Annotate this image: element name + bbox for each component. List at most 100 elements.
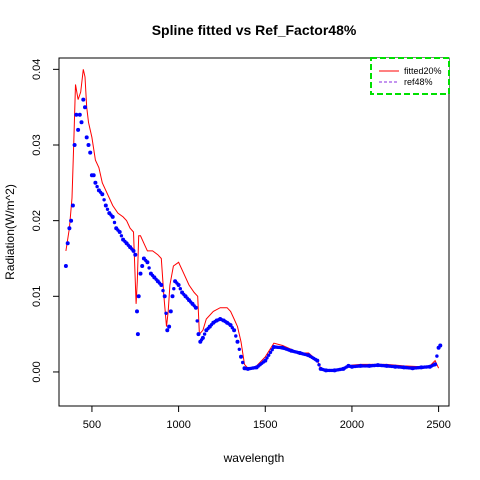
data-point <box>69 218 74 223</box>
data-point <box>162 294 167 299</box>
data-point <box>138 271 143 276</box>
data-point <box>136 294 141 299</box>
data-point-trace <box>241 360 245 365</box>
data-point-trace <box>237 347 241 351</box>
x-tick-label: 500 <box>83 419 101 431</box>
x-tick-label: 2500 <box>426 419 450 431</box>
y-tick-label: 0.04 <box>31 59 43 80</box>
data-point-trace <box>365 364 370 368</box>
data-point <box>88 150 93 155</box>
data-point-trace <box>383 364 387 368</box>
y-tick-label: 0.00 <box>31 361 43 382</box>
data-point-trace <box>253 366 257 370</box>
data-point <box>72 143 77 147</box>
data-point-trace <box>185 296 189 300</box>
data-point <box>81 97 86 102</box>
data-point-trace <box>374 363 378 367</box>
data-point <box>76 127 81 132</box>
data-point-trace <box>426 365 430 369</box>
data-point <box>133 252 138 257</box>
data-point <box>103 203 108 208</box>
chart-title: Spline fitted vs Ref_Factor48% <box>152 22 357 38</box>
data-point <box>83 105 87 110</box>
data-point <box>91 173 96 178</box>
data-point <box>79 120 84 125</box>
legend-box <box>370 57 450 95</box>
data-point-trace <box>172 287 176 291</box>
data-point-trace <box>268 350 273 355</box>
data-point-trace <box>147 266 151 270</box>
data-point-trace <box>98 190 103 194</box>
data-point <box>74 112 79 117</box>
data-point-trace <box>175 281 179 285</box>
data-point-trace <box>95 184 99 189</box>
data-point <box>77 112 82 117</box>
data-point-trace <box>296 350 300 355</box>
x-tick-label: 1000 <box>166 419 190 431</box>
data-point-trace <box>109 213 113 217</box>
y-tick-label: 0.02 <box>31 210 43 231</box>
data-point-trace <box>391 364 396 369</box>
data-point-trace <box>112 220 117 225</box>
data-point-trace <box>227 322 231 326</box>
data-point-trace <box>105 207 110 211</box>
data-point-trace <box>267 353 271 357</box>
data-point-trace <box>409 366 413 370</box>
data-point <box>235 339 240 344</box>
x-axis: 500 1000 1500 2000 2500 <box>83 406 451 431</box>
data-point <box>70 203 75 208</box>
data-point-trace <box>431 363 436 367</box>
data-point-trace <box>102 198 106 202</box>
data-point-trace <box>202 332 207 336</box>
data-point-trace <box>261 360 266 364</box>
data-point-trace <box>123 239 127 244</box>
data-point-trace <box>230 326 234 330</box>
data-point <box>84 135 89 140</box>
data-point-trace <box>130 247 134 251</box>
data-point-trace <box>157 281 162 285</box>
data-point <box>135 309 139 314</box>
data-point-trace <box>234 334 238 338</box>
y-axis: 0.00 0.01 0.02 0.03 0.04 <box>31 59 59 383</box>
data-point-trace <box>223 319 228 324</box>
data-point <box>140 264 145 268</box>
y-tick-label: 0.01 <box>31 286 43 307</box>
data-point-trace <box>116 228 120 232</box>
data-point <box>438 343 443 348</box>
data-point-trace <box>357 364 361 368</box>
data-point <box>168 309 173 314</box>
data-point-trace <box>216 318 221 322</box>
data-point <box>65 241 70 246</box>
data-point-trace <box>164 311 168 315</box>
data-point-trace <box>417 365 422 370</box>
legend-label-fitted: fitted20% <box>404 66 442 76</box>
data-point-trace <box>244 366 248 371</box>
data-point-trace <box>150 273 155 278</box>
data-point-trace <box>126 243 130 247</box>
data-point-trace <box>265 356 269 360</box>
data-point <box>86 143 91 147</box>
data-point <box>167 324 172 329</box>
data-point-trace <box>322 368 326 372</box>
data-point <box>196 332 201 337</box>
data-point-trace <box>154 277 158 281</box>
data-point-trace <box>161 288 165 293</box>
data-point-trace <box>192 304 196 308</box>
y-axis-label: Radiation(W/m^2) <box>3 184 17 280</box>
y-tick-label: 0.03 <box>31 134 43 155</box>
x-axis-label: wavelength <box>223 451 285 465</box>
data-point-trace <box>348 364 352 368</box>
data-point <box>232 328 237 333</box>
x-tick-label: 2000 <box>340 419 364 431</box>
data-point-trace <box>279 345 283 350</box>
data-point <box>93 180 98 185</box>
data-point-trace <box>220 318 224 322</box>
series-line-fitted20 <box>65 69 440 371</box>
data-point-trace <box>331 368 335 373</box>
data-point-trace <box>209 323 214 327</box>
data-point-trace <box>144 258 148 263</box>
series-layer <box>63 69 443 373</box>
data-point-trace <box>213 319 217 324</box>
data-point-trace <box>400 365 404 369</box>
data-point-trace <box>119 234 124 238</box>
